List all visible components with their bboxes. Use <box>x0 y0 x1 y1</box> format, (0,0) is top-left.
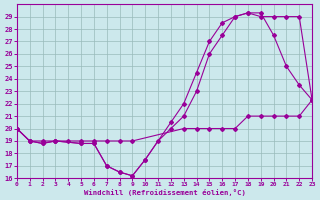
X-axis label: Windchill (Refroidissement éolien,°C): Windchill (Refroidissement éolien,°C) <box>84 189 245 196</box>
